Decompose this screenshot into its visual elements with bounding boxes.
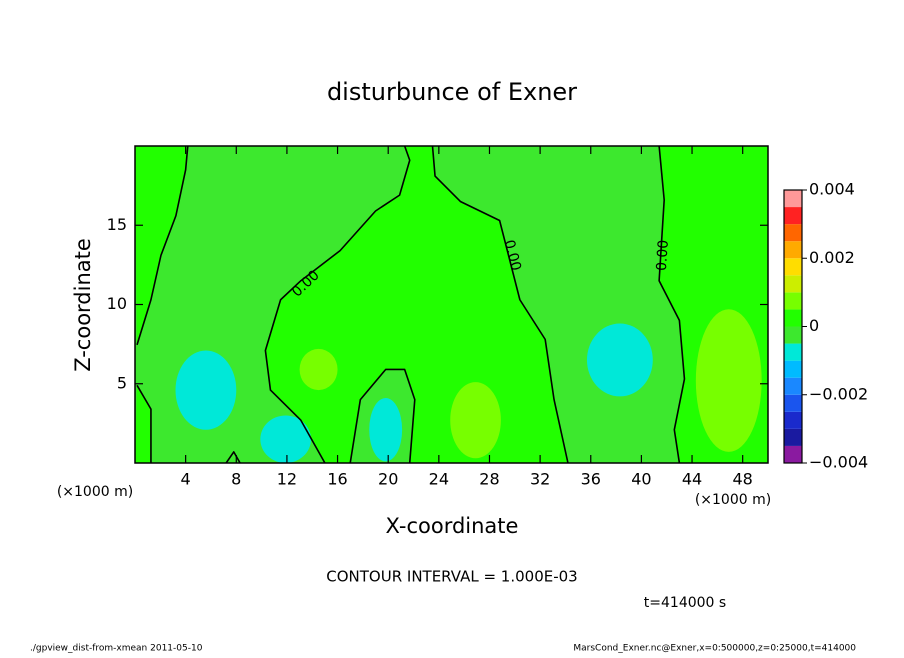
- colorbar-tick-label: 0: [809, 316, 819, 335]
- field-region: [135, 385, 151, 463]
- colorbar-band: [784, 309, 802, 327]
- field-blob: [450, 382, 501, 459]
- x-tick-label: 8: [231, 470, 241, 489]
- colorbar-band: [784, 207, 802, 225]
- y-tick-label: 10: [107, 294, 127, 313]
- contour-interval: CONTOUR INTERVAL = 1.000E-03: [326, 568, 577, 586]
- field-region: [265, 146, 568, 463]
- x-unit-label: (×1000 m): [695, 492, 771, 508]
- colorbar-tick-label: 0.004: [809, 180, 855, 199]
- x-tick-label: 44: [682, 470, 702, 489]
- contour-line: [658, 146, 686, 463]
- colorbar-band: [784, 411, 802, 429]
- y-tick-label: 15: [107, 215, 127, 234]
- contour-line: [349, 368, 416, 463]
- y-unit-label: (×1000 m): [57, 484, 133, 500]
- colorbar-band: [784, 377, 802, 395]
- contour-line: [136, 146, 189, 346]
- x-tick-label: 36: [581, 470, 601, 489]
- chart-title: disturbunce of Exner: [327, 78, 577, 106]
- x-axis-label: X-coordinate: [386, 514, 519, 538]
- y-tick-label: 5: [117, 373, 127, 392]
- x-tick-label: 32: [530, 470, 550, 489]
- field-region: [135, 146, 188, 345]
- time-label: t=414000 s: [644, 595, 726, 611]
- colorbar-band: [784, 360, 802, 378]
- colorbar-band: [784, 326, 802, 344]
- footer-right: MarsCond_Exner.nc@Exner,x=0:500000,z=0:2…: [573, 644, 856, 654]
- field-blob: [260, 415, 311, 463]
- colorbar-band: [784, 190, 802, 208]
- field-blob: [695, 309, 762, 452]
- colorbar-band: [784, 428, 802, 446]
- x-tick-label: 48: [733, 470, 753, 489]
- x-tick-label: 24: [429, 470, 449, 489]
- colorbar-band: [784, 275, 802, 293]
- colorbar-band: [784, 241, 802, 259]
- contour-line: [136, 384, 152, 463]
- field-blob: [299, 348, 338, 391]
- colorbar-tick-label: −0.002: [809, 384, 868, 403]
- footer-left: ./gpview_dist-from-xmean 2011-05-10: [30, 644, 203, 654]
- x-tick-label: 12: [277, 470, 297, 489]
- colorbar-band: [784, 292, 802, 310]
- colorbar-band: [784, 224, 802, 242]
- field-blob: [586, 323, 653, 397]
- x-tick-label: 40: [631, 470, 651, 489]
- colorbar-band: [784, 394, 802, 412]
- x-tick-label: 28: [479, 470, 499, 489]
- colorbar-band: [784, 445, 802, 463]
- y-axis-label: Z-coordinate: [71, 238, 95, 372]
- contour-label: 0.00: [654, 239, 672, 271]
- x-tick-label: 20: [378, 470, 398, 489]
- colorbar-tick-label: −0.004: [809, 453, 868, 472]
- contour-line: [264, 146, 411, 463]
- field-blob: [369, 398, 403, 462]
- colorbar-band: [784, 258, 802, 276]
- plot-area: 0.000.00 0.00: [135, 146, 768, 463]
- contour-label: 0.00: [501, 238, 524, 272]
- x-tick-label: 16: [327, 470, 347, 489]
- x-tick-label: 4: [181, 470, 191, 489]
- colorbar-tick-label: 0.002: [809, 248, 855, 267]
- contour-line: [225, 451, 241, 463]
- contour-line: [431, 146, 569, 463]
- colorbar-band: [784, 343, 802, 361]
- field-blob: [175, 350, 237, 430]
